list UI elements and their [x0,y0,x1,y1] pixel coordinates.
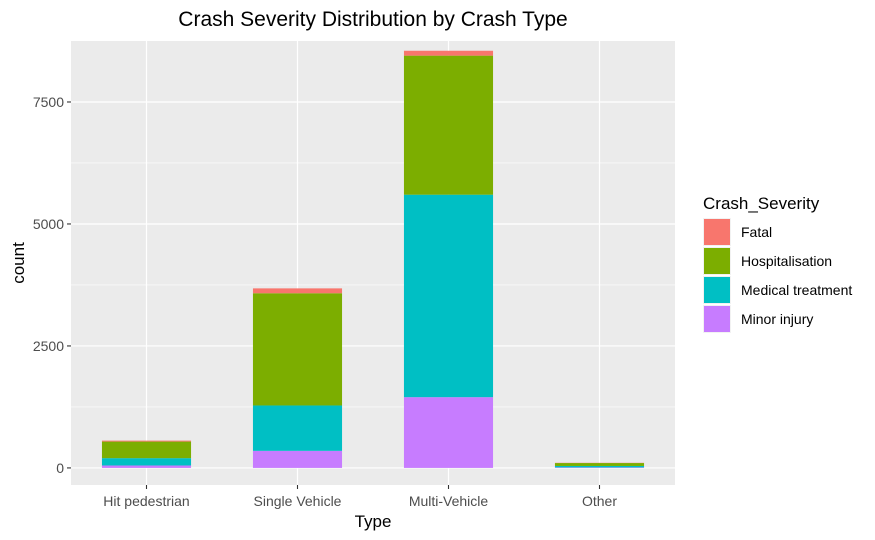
bar-segment-fatal-multi-vehicle [403,50,494,56]
x-tick-label: Single Vehicle [254,493,342,509]
bar-segment-hospitalisation-other [554,463,645,466]
x-axis: Hit pedestrian Single Vehicle Multi-Vehicl… [103,485,617,509]
legend-title: Crash_Severity [703,194,820,213]
x-axis-title: Type [355,512,392,531]
y-tick-label: 0 [56,460,64,476]
chart-title: Crash Severity Distribution by Crash Typ… [178,8,567,31]
x-tick-label: Other [582,493,617,509]
legend-label: Hospitalisation [741,253,832,269]
legend-swatch [704,306,730,332]
y-tick-label: 5000 [33,216,64,232]
legend-label: Minor injury [741,311,813,327]
bar-segment-fatal-single-vehicle [252,288,343,294]
y-tick-label: 7500 [33,94,64,110]
plot-panel [71,41,675,485]
legend: Crash_Severity Fatal Hospitalisation Medic… [703,194,852,333]
legend-swatch [704,277,730,303]
legend-label: Fatal [741,224,772,240]
bar-segment-minor-injury-hit-pedestrian [101,465,192,468]
x-tick-label: Multi-Vehicle [409,493,489,509]
y-tick-label: 2500 [33,338,64,354]
bar-segment-medical-treatment-hit-pedestrian [101,458,192,466]
bar-segment-hospitalisation-multi-vehicle [403,55,494,195]
bar-segment-medical-treatment-multi-vehicle [403,194,494,398]
bar-segment-minor-injury-multi-vehicle [403,397,494,468]
legend-label: Medical treatment [741,282,852,298]
x-tick-label: Hit pedestrian [103,493,189,509]
bars [101,50,645,468]
bar-segment-hospitalisation-single-vehicle [252,293,343,406]
bar-segment-minor-injury-single-vehicle [252,450,343,468]
legend-swatch [704,248,730,274]
bar-segment-medical-treatment-single-vehicle [252,405,343,451]
y-axis-title: count [9,242,28,284]
y-axis: 0 2500 5000 7500 [33,94,71,476]
bar-segment-fatal-hit-pedestrian [101,440,192,442]
bar-segment-medical-treatment-other [554,465,645,468]
bar-segment-hospitalisation-hit-pedestrian [101,441,192,459]
legend-swatch [704,219,730,245]
